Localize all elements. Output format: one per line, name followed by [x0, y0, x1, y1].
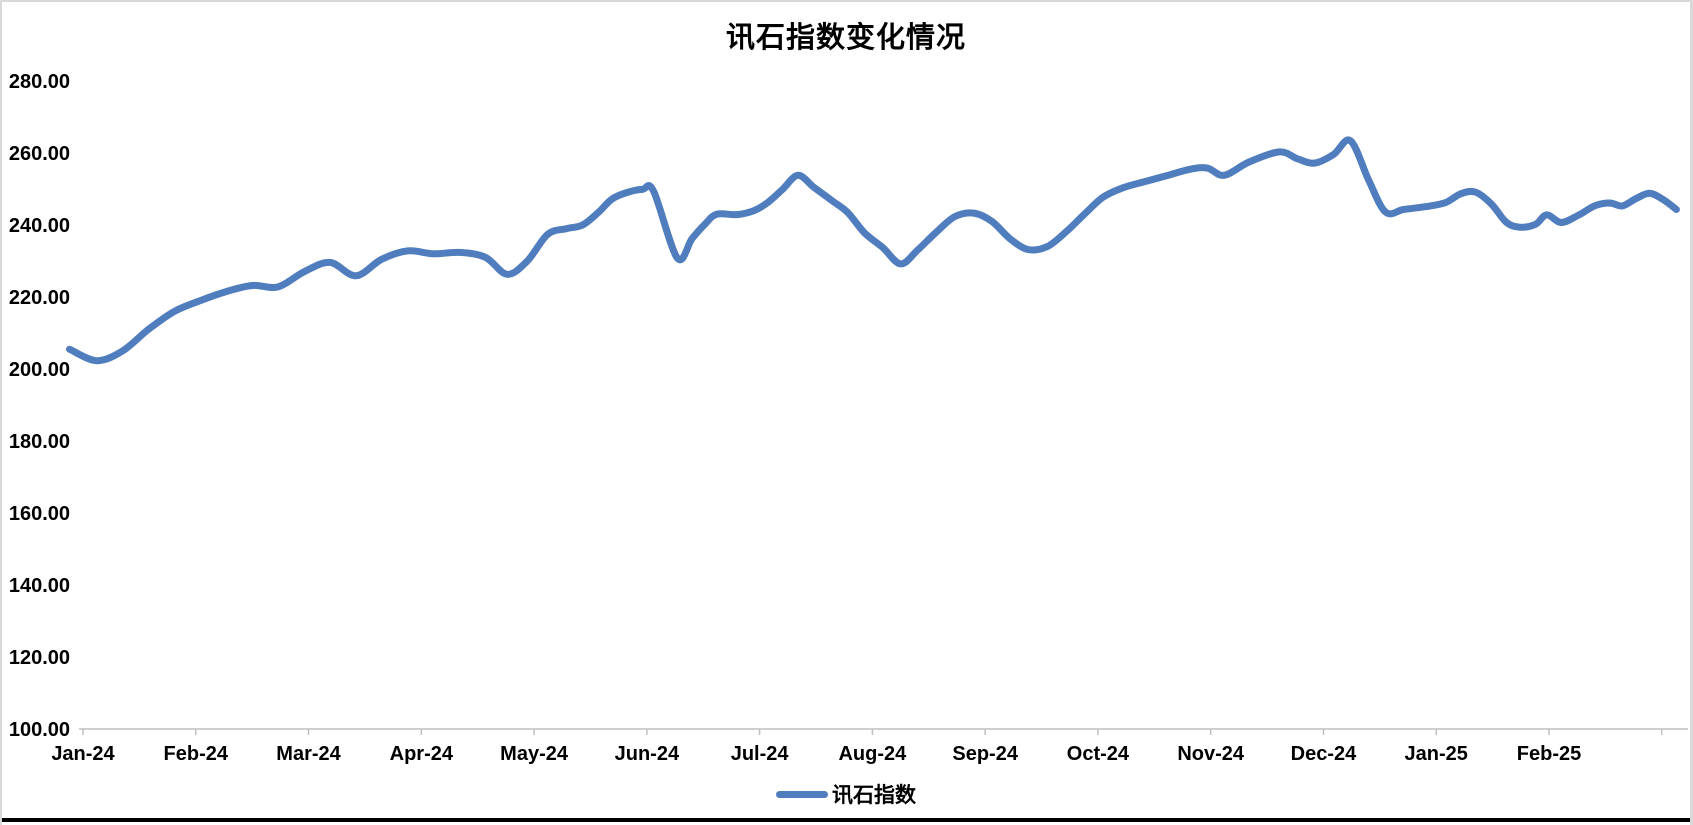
y-axis-tick-label: 140.00: [9, 575, 70, 597]
y-axis-tick-label: 280.00: [9, 71, 70, 93]
x-axis-tick-label: Jan-25: [1405, 743, 1468, 765]
y-axis-tick-label: 200.00: [9, 359, 70, 381]
legend-line-swatch: [776, 790, 828, 798]
x-axis-tick-label: Nov-24: [1177, 743, 1245, 765]
x-axis-tick-label: Apr-24: [390, 743, 454, 765]
x-axis-tick-label: Jul-24: [731, 743, 790, 765]
x-axis-tick-label: Dec-24: [1291, 743, 1357, 765]
x-axis-tick-label: Sep-24: [952, 743, 1018, 765]
y-axis-tick-label: 160.00: [9, 503, 70, 525]
x-axis-tick-label: May-24: [500, 743, 569, 765]
legend: 讯石指数: [2, 779, 1690, 809]
x-axis-tick-label: Mar-24: [276, 743, 341, 765]
series-line: [66, 136, 1680, 365]
y-axis-tick-label: 260.00: [9, 143, 70, 165]
y-axis-tick-label: 240.00: [9, 215, 70, 237]
legend-series-label: 讯石指数: [832, 783, 916, 807]
y-axis-tick-label: 220.00: [9, 287, 70, 309]
x-axis-tick-label: Oct-24: [1067, 743, 1130, 765]
x-axis-tick-label: Jan-24: [51, 743, 115, 765]
y-axis-tick-label: 120.00: [9, 647, 70, 669]
x-axis-tick-label: Aug-24: [838, 743, 907, 765]
y-axis-tick-label: 100.00: [9, 719, 70, 741]
x-axis-tick-label: Feb-24: [164, 743, 229, 765]
x-axis-tick-label: Feb-25: [1517, 743, 1581, 765]
x-axis-tick-label: Jun-24: [615, 743, 680, 765]
bottom-border-line: [2, 818, 1690, 822]
y-axis-tick-label: 180.00: [9, 431, 70, 453]
chart-title: 讯石指数变化情况: [725, 22, 966, 54]
